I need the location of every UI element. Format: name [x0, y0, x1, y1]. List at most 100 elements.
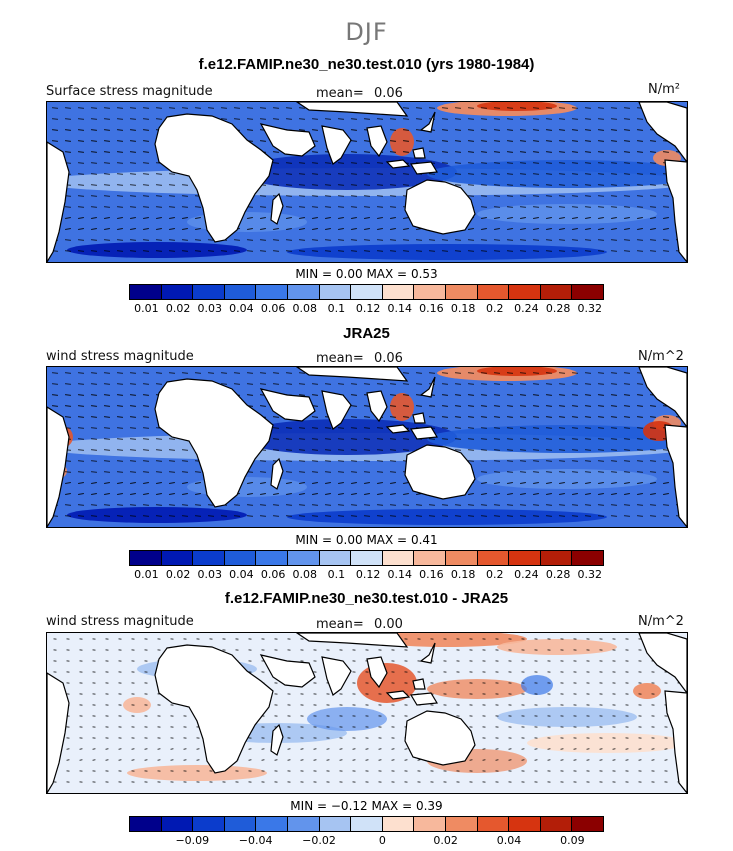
wind-vector-arrow	[52, 129, 58, 131]
wind-vector-arrow	[78, 151, 84, 153]
wind-vector-arrow	[104, 140, 110, 142]
wind-vector-arrow	[455, 140, 461, 142]
wind-vector-arrow	[520, 405, 526, 407]
wind-vector-arrow	[559, 228, 565, 230]
wind-vector-arrow	[507, 129, 513, 131]
panel-2-max-label: MAX =	[366, 533, 408, 547]
colorbar-tick-label: 0.08	[292, 302, 318, 315]
panel-2-max-value: 0.41	[410, 533, 438, 547]
wind-vector-arrow	[182, 482, 188, 484]
wind-vector-arrow	[546, 151, 552, 153]
wind-vector-arrow	[143, 151, 149, 153]
wind-vector-arrow	[481, 129, 487, 131]
wind-vector-arrow	[403, 493, 409, 495]
wind-vector-arrow	[455, 151, 461, 153]
colorbar-tick-label: −0.02	[302, 834, 336, 847]
wind-vector-arrow	[273, 416, 279, 418]
land-outline	[270, 192, 284, 225]
wind-vector-arrow	[611, 217, 617, 219]
wind-vector-arrow	[390, 394, 396, 396]
colorbar-tick-label: 0.18	[450, 568, 476, 581]
panel-1-max-label: MAX =	[366, 267, 408, 281]
land-outline	[321, 656, 352, 696]
wind-vector-arrow	[637, 129, 643, 131]
wind-vector-arrow	[481, 493, 487, 495]
field-patch	[477, 204, 657, 224]
wind-vector-arrow	[546, 493, 552, 495]
wind-vector-arrow	[78, 129, 84, 131]
wind-vector-arrow	[624, 129, 630, 131]
wind-vector-arrow	[533, 217, 539, 219]
wind-vector-arrow	[611, 151, 617, 153]
wind-vector-arrow	[442, 151, 448, 153]
wind-vector-arrow	[390, 493, 396, 495]
colorbar-tick-label: 0.16	[419, 568, 444, 581]
wind-vector-arrow	[650, 493, 656, 495]
figure-title: DJF	[345, 18, 388, 46]
colorbar-swatch	[351, 817, 383, 831]
panel-3-map-svg	[47, 633, 687, 793]
colorbar-tick-label: 0.04	[229, 302, 254, 315]
wind-vector-arrow	[91, 129, 97, 131]
wind-vector-arrow	[104, 482, 110, 484]
wind-vector-arrow	[559, 394, 565, 396]
wind-vector-arrow	[65, 151, 71, 153]
wind-vector-arrow	[403, 482, 409, 484]
wind-vector-arrow	[260, 405, 266, 407]
wind-vector-arrow	[572, 493, 578, 495]
wind-vector-arrow	[637, 482, 643, 484]
wind-vector-arrow	[546, 140, 552, 142]
wind-vector-arrow	[455, 405, 461, 407]
wind-vector-arrow	[520, 151, 526, 153]
wind-vector-arrow	[507, 405, 513, 407]
wind-vector-arrow	[377, 228, 383, 230]
wind-vector-arrow	[494, 217, 500, 219]
wind-vector-arrow	[507, 493, 513, 495]
colorbar-tick-label: 0.32	[577, 302, 603, 315]
wind-vector-arrow	[143, 129, 149, 131]
wind-vector-arrow	[78, 217, 84, 219]
wind-vector-arrow	[585, 394, 591, 396]
wind-vector-arrow	[520, 493, 526, 495]
land-outline	[409, 161, 439, 175]
colorbar-swatch	[477, 285, 510, 299]
land-outline	[321, 390, 352, 430]
colorbar-swatch	[572, 285, 603, 299]
field-patch	[287, 509, 607, 525]
wind-vector-arrow	[78, 482, 84, 484]
panel-2-min-label: MIN =	[295, 533, 333, 547]
wind-vector-arrow	[624, 394, 630, 396]
wind-vector-arrow	[533, 140, 539, 142]
colorbar-swatch	[193, 285, 225, 299]
wind-vector-arrow	[585, 129, 591, 131]
wind-vector-arrow	[559, 151, 565, 153]
colorbar-swatch	[287, 817, 320, 831]
panel-2-minmax: MIN = 0.00 MAX = 0.41	[0, 533, 733, 547]
colorbar-tick-label: 0.28	[545, 302, 571, 315]
wind-vector-arrow	[104, 151, 110, 153]
land-outline	[638, 102, 687, 163]
field-patch	[497, 639, 617, 655]
panel-1-max-value: 0.53	[410, 267, 438, 281]
panel-2-units: N/m^2	[638, 349, 684, 364]
wind-vector-arrow	[390, 151, 396, 153]
panel-2-field-label: wind stress magnitude	[46, 349, 194, 364]
wind-vector-arrow	[663, 482, 669, 484]
wind-vector-arrow	[468, 416, 474, 418]
wind-vector-arrow	[364, 493, 370, 495]
field-patch	[497, 707, 637, 727]
wind-vector-arrow	[572, 129, 578, 131]
wind-vector-arrow	[598, 217, 604, 219]
wind-vector-arrow	[91, 394, 97, 396]
wind-vector-arrow	[117, 140, 123, 142]
colorbar-swatch	[572, 817, 603, 831]
wind-vector-arrow	[312, 228, 318, 230]
wind-vector-arrow	[78, 140, 84, 142]
wind-vector-arrow	[416, 140, 422, 142]
wind-vector-arrow	[65, 140, 71, 142]
panel-2-map	[46, 366, 688, 528]
wind-vector-arrow	[416, 405, 422, 407]
wind-vector-arrow	[364, 140, 370, 142]
wind-vector-arrow	[572, 394, 578, 396]
colorbar-tick-label: 0.2	[486, 302, 504, 315]
